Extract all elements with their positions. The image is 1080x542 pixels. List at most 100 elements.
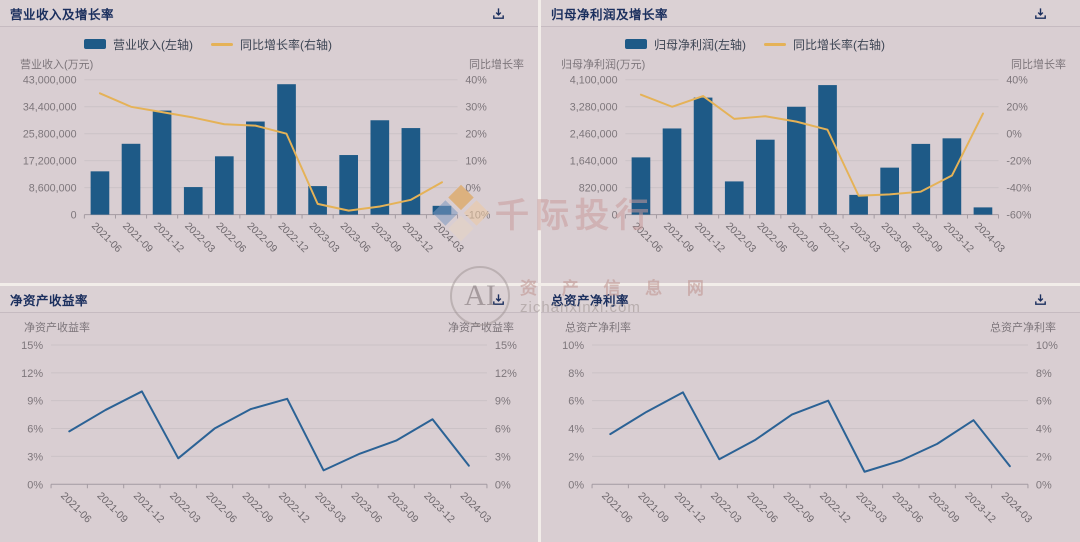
x-label-group: 2022-09: [781, 491, 816, 526]
net-profit-chart[interactable]: 4,100,000 40% 3,280,000 20% 2,460,000 0% 1,640…: [541, 72, 1079, 283]
x-label-group: 2024-03: [972, 221, 1007, 256]
download-button[interactable]: [489, 290, 508, 309]
left-axis-caption: 净资产收益率: [24, 322, 90, 334]
bar-2022-06[interactable]: [214, 156, 234, 215]
bar-2022-12[interactable]: [818, 85, 837, 215]
x-label-group: 2021-06: [630, 221, 665, 256]
y-tick-left: 25,800,000: [23, 129, 77, 141]
y-tick-left: 9%: [27, 396, 43, 408]
y-tick-left: 3,280,000: [570, 102, 618, 114]
line-swatch-icon: [764, 42, 786, 46]
x-label-group: 2022-03: [167, 491, 202, 526]
x-tick-label: 2022-03: [723, 221, 758, 256]
y-tick-left: 6%: [568, 396, 584, 408]
axis-captions: 营业收入(万元) 同比增长率: [0, 53, 538, 72]
bar-2022-03[interactable]: [183, 187, 203, 215]
y-tick-right: 4%: [1036, 424, 1052, 436]
right-axis-caption: 总资产净利率: [990, 322, 1056, 334]
x-tick-label: 2023-09: [926, 491, 961, 526]
right-axis-caption: 同比增长率: [1011, 59, 1066, 71]
x-tick-label: 2021-09: [120, 221, 155, 256]
left-axis-caption: 总资产净利率: [565, 322, 631, 334]
roe-chart[interactable]: 15% 15%12% 12%9% 9%6% 6%3% 3%0% 0%2021-06 2021-…: [0, 335, 538, 542]
bar-2024-03[interactable]: [973, 207, 993, 215]
bar-2022-06[interactable]: [755, 139, 775, 215]
x-tick-label: 2023-09: [385, 491, 420, 526]
legend-label: 营业收入(左轴): [113, 37, 193, 52]
x-tick-label: 2023-03: [312, 491, 347, 526]
bar-2021-06[interactable]: [631, 157, 651, 215]
x-label-group: 2024-03: [999, 491, 1034, 526]
bar-2021-12[interactable]: [693, 97, 713, 215]
bar-2023-09[interactable]: [370, 120, 390, 215]
x-label-group: 2022-09: [245, 221, 280, 256]
x-label-group: 2023-03: [853, 491, 888, 526]
bar-2023-12[interactable]: [401, 128, 421, 215]
bar-2023-03[interactable]: [849, 194, 868, 215]
x-tick-label: 2021-06: [630, 221, 665, 256]
x-tick-label: 2022-03: [182, 221, 217, 256]
download-button[interactable]: [1031, 290, 1050, 309]
x-label-group: 2023-09: [369, 221, 404, 256]
x-label-group: 2023-06: [349, 491, 384, 526]
panel-roe: 净资产收益率 净资产收益率 净资产收益率 15% 15% 12% 12% 9% 9% 6% 6…: [0, 286, 538, 542]
x-label-group: 2022-12: [817, 221, 852, 256]
legend-item-line[interactable]: 同比增长率(右轴): [764, 36, 885, 53]
bar-2023-06[interactable]: [880, 167, 899, 215]
line-series[interactable]: [68, 390, 470, 472]
x-tick-label: 2023-03: [853, 491, 888, 526]
y-tick-right: 6%: [1036, 396, 1052, 408]
x-tick-label: 2022-12: [817, 491, 852, 526]
line-series[interactable]: [609, 391, 1011, 473]
x-label-group: 2023-12: [421, 491, 456, 526]
x-tick-label: 2022-09: [245, 221, 280, 256]
bar-2022-09[interactable]: [246, 121, 265, 215]
bar-2021-06[interactable]: [90, 171, 110, 215]
y-tick-right: 10%: [1036, 340, 1058, 352]
x-tick-label: 2022-09: [786, 221, 821, 256]
bar-2024-03[interactable]: [432, 205, 452, 215]
bar-2021-09[interactable]: [662, 128, 682, 215]
x-label-group: 2022-06: [203, 491, 238, 526]
bar-2023-09[interactable]: [911, 143, 931, 215]
line-swatch-icon: [211, 42, 233, 46]
panel-title: 归母净利润及增长率: [551, 7, 669, 22]
bar-swatch-icon: [84, 39, 106, 49]
x-tick-label: 2021-12: [131, 491, 166, 526]
y-tick-left: 8,600,000: [29, 183, 77, 195]
legend-item-bar[interactable]: 归母净利润(左轴): [625, 36, 746, 53]
bar-2022-09[interactable]: [787, 106, 806, 215]
legend-item-bar[interactable]: 营业收入(左轴): [84, 36, 193, 53]
revenue-chart[interactable]: 43,000,000 40% 34,400,000 30% 25,800,000 20% 1…: [0, 72, 538, 283]
x-label-group: 2021-06: [89, 221, 124, 256]
bar-2023-06[interactable]: [339, 155, 358, 215]
x-tick-label: 2022-09: [240, 491, 275, 526]
y-tick-left: 12%: [21, 368, 43, 380]
y-tick-right: 0%: [1006, 129, 1022, 141]
line-series[interactable]: [639, 93, 984, 197]
download-button[interactable]: [489, 4, 508, 23]
bar-swatch-icon: [625, 39, 647, 49]
y-tick-left: 2%: [568, 451, 584, 463]
left-axis-caption: 归母净利润(万元): [561, 59, 646, 71]
legend-item-line[interactable]: 同比增长率(右轴): [211, 36, 332, 53]
download-icon: [493, 293, 504, 305]
y-tick-right: 40%: [1006, 75, 1028, 87]
x-tick-label: 2024-03: [431, 221, 466, 256]
x-tick-label: 2022-03: [167, 491, 202, 526]
x-tick-label: 2022-12: [276, 221, 311, 256]
line-series[interactable]: [98, 92, 443, 212]
legend-label: 归母净利润(左轴): [654, 37, 746, 52]
download-button[interactable]: [1031, 4, 1050, 23]
download-icon: [1035, 293, 1046, 305]
bar-2021-12[interactable]: [152, 110, 172, 215]
y-tick-left: 0%: [568, 479, 584, 491]
axis-captions: 总资产净利率 总资产净利率: [541, 313, 1080, 335]
x-tick-label: 2024-03: [999, 491, 1034, 526]
bar-2022-03[interactable]: [724, 181, 744, 215]
bar-2021-09[interactable]: [121, 143, 141, 215]
y-tick-left: 8%: [568, 368, 584, 380]
x-label-group: 2022-03: [723, 221, 758, 256]
roa-chart[interactable]: 10% 10% 8% 8% 6% 6% 4% 4% 2% 2% 0% 0% 2021-06 2021-09…: [541, 335, 1079, 542]
bar-2022-12[interactable]: [277, 84, 296, 215]
